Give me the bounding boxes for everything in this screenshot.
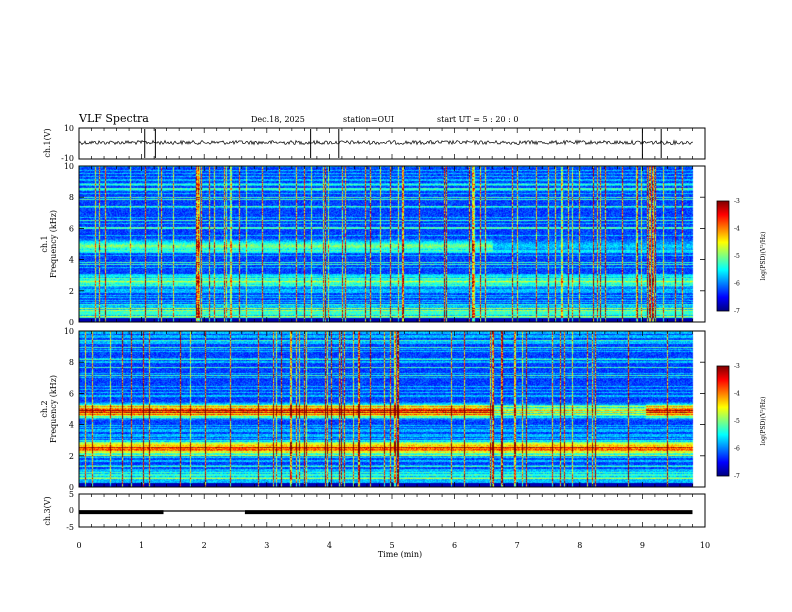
ch3-ylabel: ch.3(V) — [43, 496, 52, 525]
ch1-colorbar-tick: -5 — [734, 253, 740, 260]
time-tick-label: 1 — [139, 541, 144, 550]
time-tick-label: 10 — [700, 541, 710, 550]
ch2-freq-ytick-label: 8 — [69, 358, 74, 367]
ch2-colorbar-tick: -6 — [734, 446, 740, 453]
time-tick-label: 3 — [264, 541, 269, 550]
ch2-colorbar-tick: -4 — [734, 391, 740, 398]
time-tick-label: 8 — [577, 541, 582, 550]
ch1-freq-ytick-label: 8 — [69, 193, 74, 202]
ch1-colorbar-tick: -4 — [734, 226, 740, 233]
ch3-trace — [79, 510, 693, 515]
time-tick-label: 7 — [515, 541, 520, 550]
ch1-waveform-panel: 10 -10 ch.1(V) — [43, 124, 706, 163]
ch2-colorbar-tick: -3 — [734, 363, 740, 370]
ch3-ytick-top: 5 — [69, 490, 74, 499]
ch1-trace — [78, 139, 694, 146]
ch2-spectrogram-image — [79, 331, 705, 487]
ch1-colorbar-tick: -6 — [734, 281, 740, 288]
ch1-colorbar — [717, 201, 729, 311]
ch2-freq-ytick-label: 6 — [69, 389, 74, 398]
ch3-ytick-mid: 0 — [69, 506, 74, 515]
ch1-ytick-top: 10 — [64, 124, 74, 133]
time-tick-label: 0 — [76, 541, 81, 550]
ch1-ylabel: ch.1(V) — [43, 128, 52, 157]
ch2-ylabel-frequency: Frequency (kHz) — [49, 375, 58, 443]
ch2-freq-ytick-label: 4 — [69, 421, 74, 430]
time-axis-labels: 0 1 2 3 4 5 6 7 8 9 10 — [76, 541, 710, 550]
ch2-colorbar-tick: -5 — [734, 418, 740, 425]
figure-title: VLF Spectra — [78, 112, 149, 125]
start-ut-label: start UT = 5 : 20 : 0 — [437, 115, 518, 124]
ch1-spectrogram-image — [79, 166, 705, 322]
ch2-colorbar-ticks: -3 -4 -5 -6 -7 — [734, 363, 740, 480]
ch1-ylabel-channel: ch.1 — [40, 235, 49, 252]
ch2-colorbar — [717, 366, 729, 476]
ch2-freq-ticks: 0 2 4 6 8 10 — [64, 327, 705, 492]
ch1-freq-ytick-label: 10 — [64, 162, 74, 171]
ch1-colorbar-ticks: -3 -4 -5 -6 -7 — [734, 198, 740, 315]
ch1-frame — [78, 127, 706, 160]
ch2-freq-ytick-label: 2 — [69, 452, 74, 461]
ch1-ylabel-frequency: Frequency (kHz) — [49, 210, 58, 278]
ch1-colorbar-tick: -3 — [734, 198, 740, 205]
ch1-freq-ytick-label: 2 — [69, 287, 74, 296]
ch2-ylabel-channel: ch.2 — [40, 400, 49, 417]
ch2-colorbar-tick: -7 — [734, 473, 740, 480]
ch1-colorbar-tick: -7 — [734, 308, 740, 315]
time-tick-label: 2 — [202, 541, 207, 550]
time-tick-label: 6 — [452, 541, 457, 550]
ch2-freq-ytick-label: 0 — [69, 483, 74, 492]
time-axis-label: Time (min) — [378, 550, 422, 559]
ch1-freq-ytick-label: 4 — [69, 256, 74, 265]
ch1-freq-ytick-label: 6 — [69, 224, 74, 233]
time-tick-label: 5 — [389, 541, 394, 550]
ch2-colorbar-label: log(PSD)(V²/Hz) — [760, 397, 767, 446]
ch1-ytick-bottom: -10 — [61, 154, 74, 163]
station-label: station=OUI — [343, 115, 394, 124]
time-axis-ticks — [78, 128, 706, 527]
ch2-freq-ytick-label: 10 — [64, 327, 74, 336]
ch3-level-panel: 5 0 -5 ch.3(V) — [43, 490, 706, 532]
ch1-colorbar-label: log(PSD)(V²/Hz) — [760, 232, 767, 281]
ch3-ytick-bottom: -5 — [66, 523, 74, 532]
date-label: Dec.18, 2025 — [251, 115, 305, 124]
time-tick-label: 4 — [327, 541, 332, 550]
ch1-spikes — [144, 129, 662, 158]
ch1-freq-ticks: 0 2 4 6 8 10 — [64, 162, 705, 327]
time-tick-label: 9 — [640, 541, 645, 550]
ch1-freq-ytick-label: 0 — [69, 318, 74, 327]
